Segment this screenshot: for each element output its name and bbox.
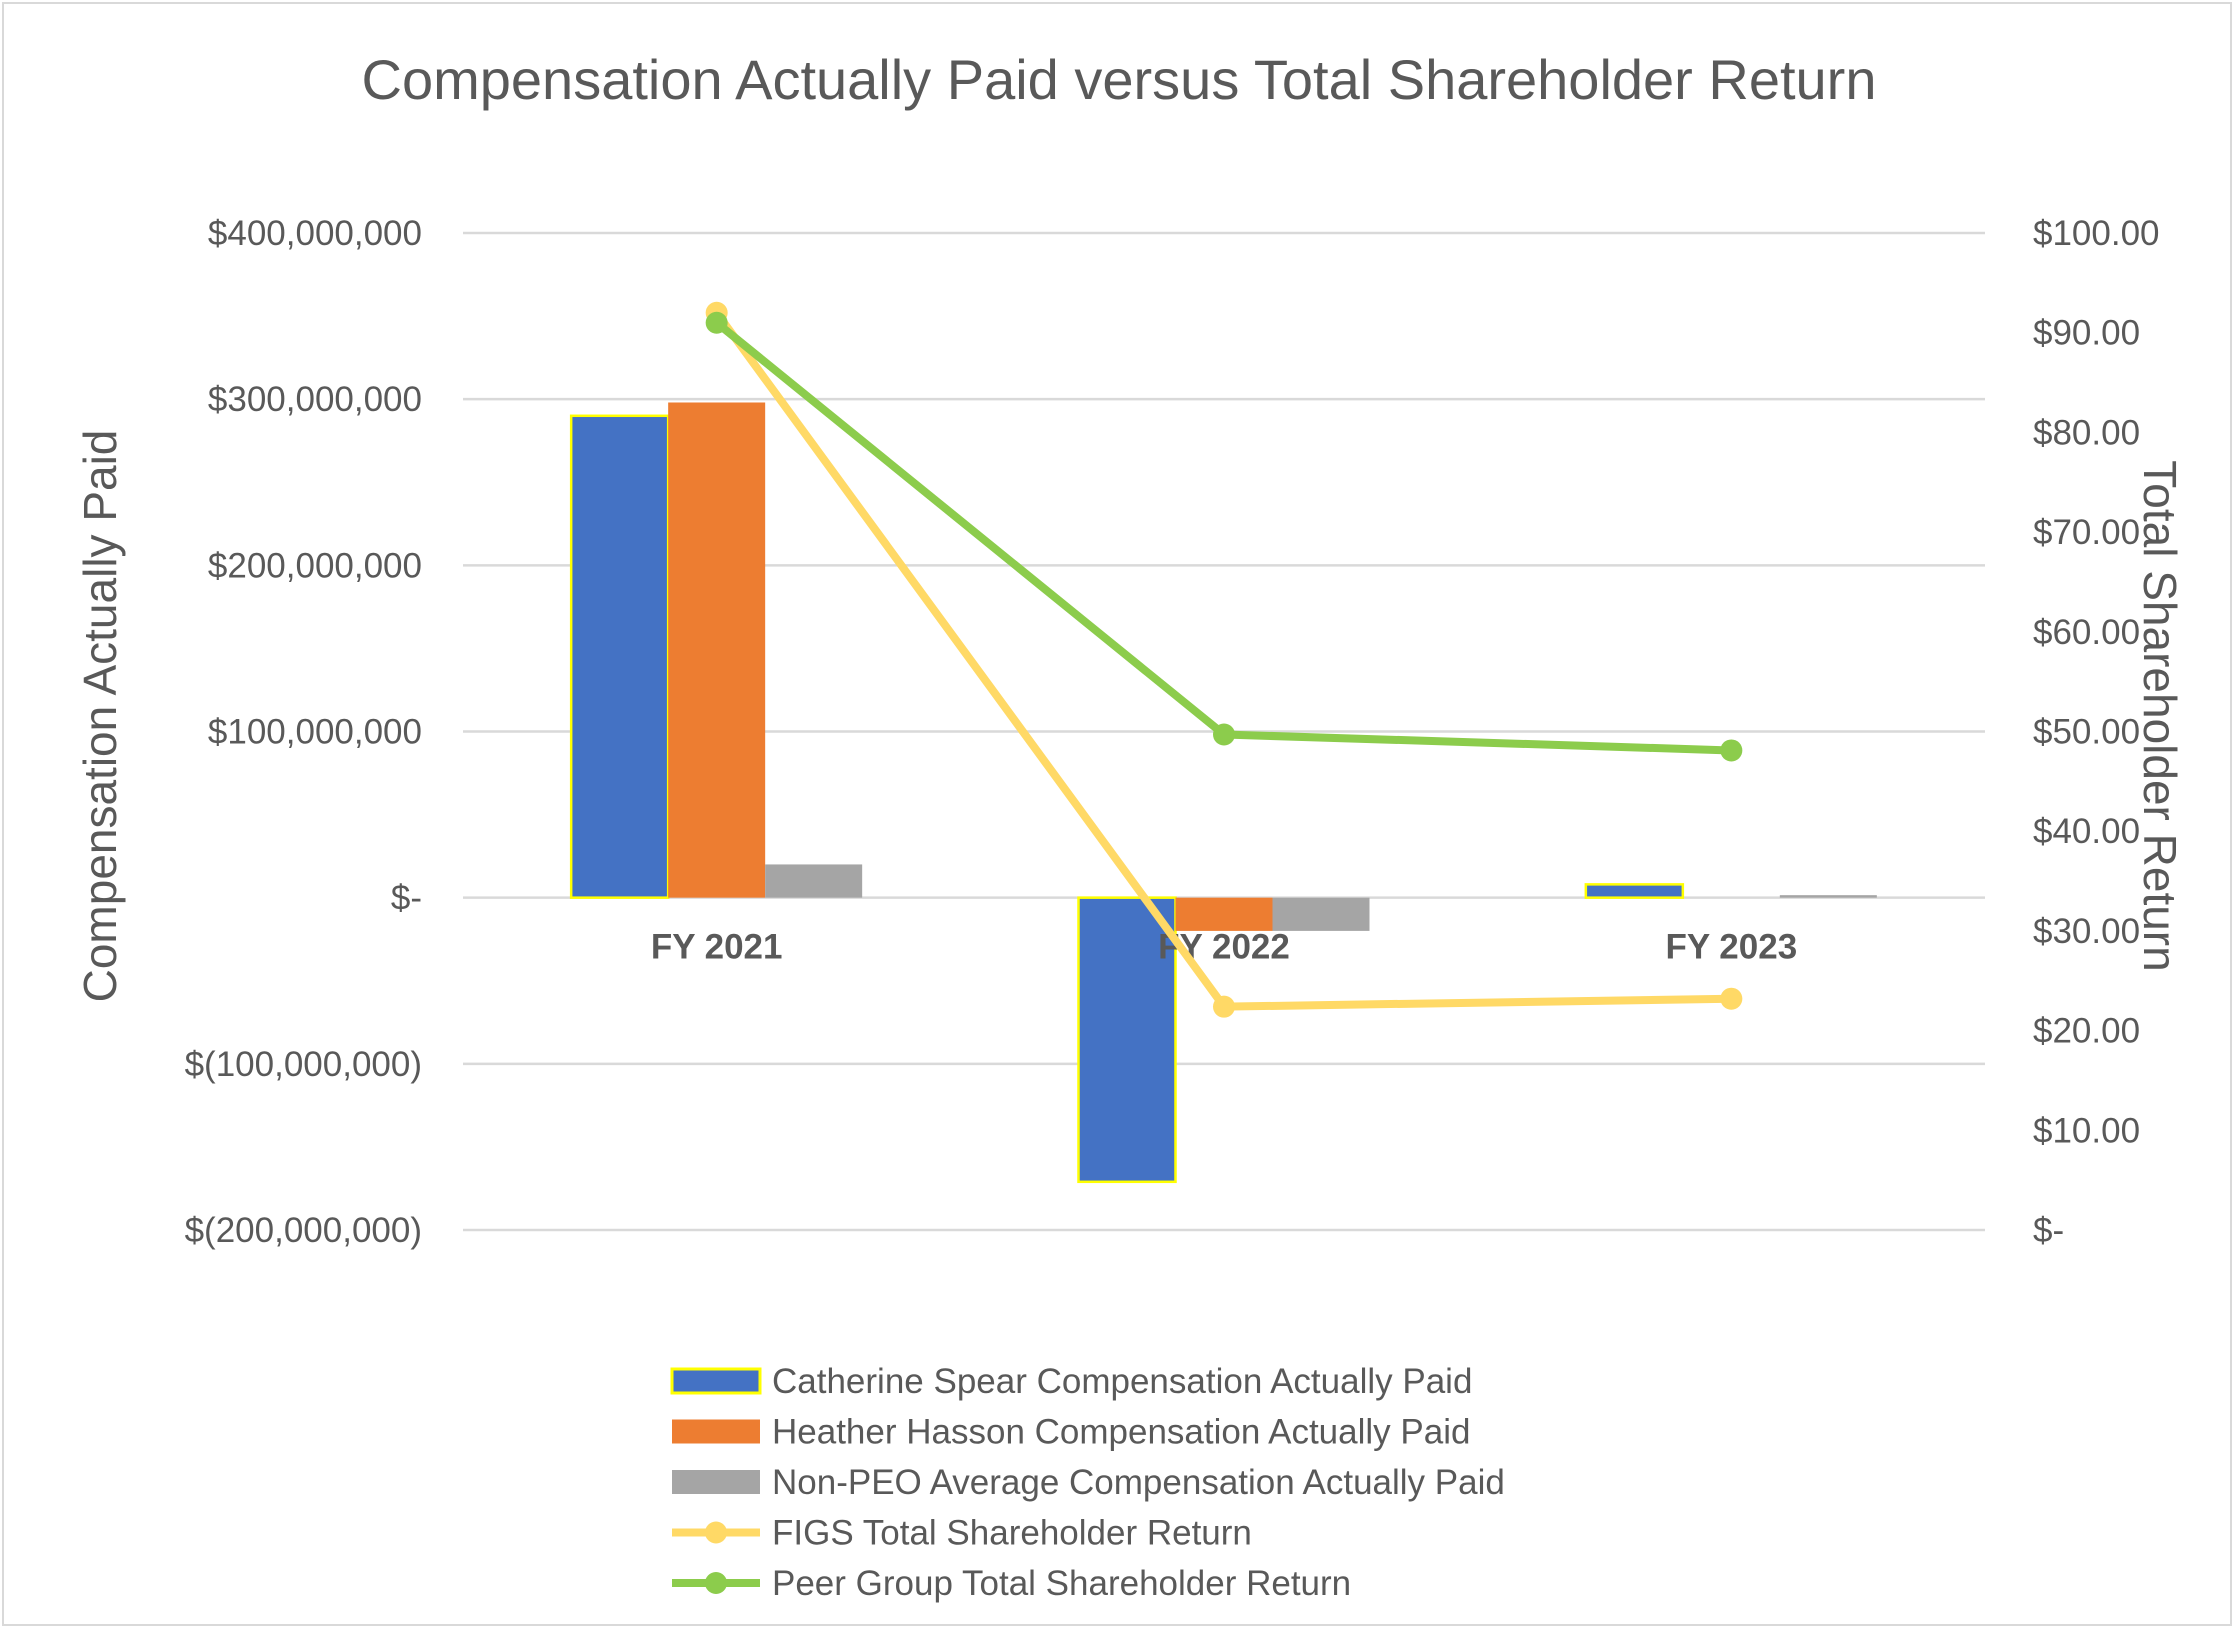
bar	[1077, 896, 1177, 1184]
left-tick-label: $300,000,000	[208, 380, 422, 419]
left-tick-label: $200,000,000	[208, 546, 422, 585]
legend-marker	[705, 1521, 727, 1544]
bar	[1779, 895, 1877, 898]
data-point	[705, 311, 728, 334]
right-tick-label: $50.00	[2033, 713, 2140, 752]
right-tick-label: $40.00	[2033, 812, 2140, 851]
category-label: FY 2021	[651, 928, 783, 967]
bar	[569, 414, 670, 899]
legend: Catherine Spear Compensation Actually Pa…	[670, 1362, 1505, 1603]
left-tick-label: $400,000,000	[208, 214, 422, 253]
left-tick-label: $(200,000,000)	[185, 1211, 422, 1250]
bar	[1175, 897, 1273, 931]
legend-swatch	[672, 1419, 760, 1444]
right-tick-label: $70.00	[2033, 513, 2140, 552]
data-point	[1720, 987, 1743, 1010]
right-tick-label: $20.00	[2033, 1012, 2140, 1051]
right-tick-label: $80.00	[2033, 413, 2140, 452]
data-point	[1213, 995, 1235, 1018]
right-tick-label: $90.00	[2033, 314, 2140, 353]
data-point	[1720, 739, 1743, 762]
chart-svg: Compensation Actually Paid versus Total …	[74, 48, 2186, 1603]
legend-label: Catherine Spear Compensation Actually Pa…	[772, 1362, 1472, 1401]
left-tick-label: $-	[391, 879, 422, 918]
right-axis-title: Total Shareholder Return	[2134, 460, 2186, 971]
bar	[1584, 883, 1685, 899]
legend-marker	[705, 1572, 727, 1594]
right-tick-label: $30.00	[2033, 912, 2140, 951]
right-tick-label: $10.00	[2033, 1111, 2140, 1150]
right-tick-label: $100.00	[2033, 214, 2160, 253]
category-labels: FY 2021 FY 2022 FY 2023	[651, 928, 1797, 967]
right-tick-label: $-	[2033, 1211, 2064, 1250]
right-tick-label: $60.00	[2033, 613, 2140, 652]
bar-layer	[569, 402, 1877, 1184]
left-axis-ticks: $400,000,000 $300,000,000 $200,000,000 $100…	[185, 214, 422, 1250]
legend-label: Peer Group Total Shareholder Return	[772, 1564, 1351, 1603]
data-point	[1213, 723, 1235, 746]
left-tick-label: $100,000,000	[208, 713, 422, 752]
legend-label: Heather Hasson Compensation Actually Pai…	[772, 1413, 1470, 1452]
legend-swatch	[672, 1470, 760, 1494]
bar	[668, 402, 766, 898]
bar	[765, 864, 863, 898]
bar	[1272, 897, 1370, 931]
series-line	[712, 318, 1736, 755]
left-tick-label: $(100,000,000)	[185, 1045, 422, 1084]
category-label: FY 2023	[1665, 928, 1797, 967]
legend-swatch	[670, 1367, 762, 1395]
left-axis-title: Compensation Actually Paid	[74, 430, 126, 1003]
line-layer	[705, 301, 1743, 1018]
legend-label: FIGS Total Shareholder Return	[772, 1514, 1252, 1553]
right-axis-ticks: $100.00 $90.00 $80.00 $70.00 $60.00 $50.00 $40…	[2033, 214, 2160, 1250]
legend-label: Non-PEO Average Compensation Actually Pa…	[772, 1463, 1505, 1502]
chart-title: Compensation Actually Paid versus Total …	[362, 48, 1877, 111]
